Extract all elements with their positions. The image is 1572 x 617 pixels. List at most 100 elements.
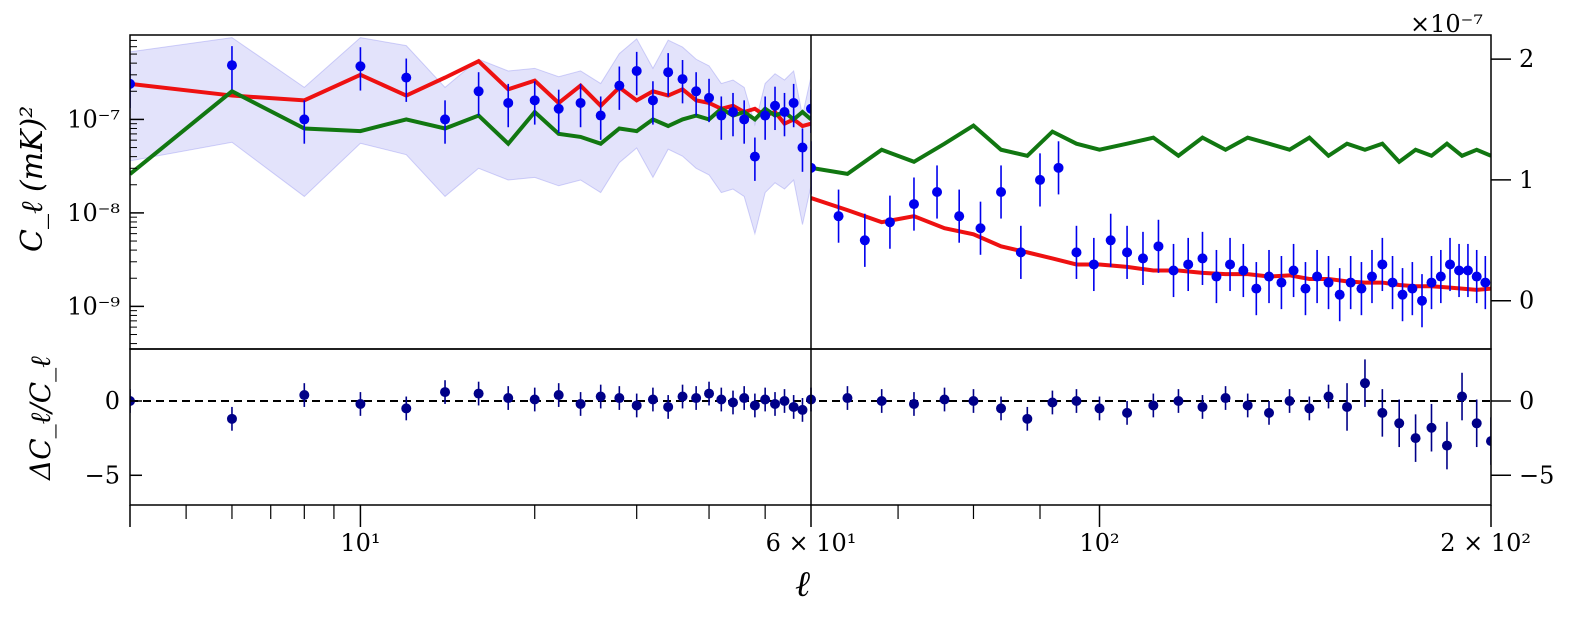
residual-point	[728, 397, 739, 408]
data-point	[797, 142, 808, 153]
data-point	[908, 199, 919, 210]
residual-point	[631, 400, 642, 411]
residual-point	[1047, 397, 1058, 408]
y-tick-label-right: 1	[1519, 166, 1534, 194]
y-tick-label: 10⁻⁸	[67, 199, 120, 227]
y-tick-label-right: 0	[1519, 287, 1534, 315]
data-point	[1105, 235, 1116, 246]
data-point	[631, 65, 642, 76]
residual-point	[647, 394, 658, 405]
residual-point	[842, 393, 853, 404]
residual-point	[1441, 440, 1452, 451]
data-point	[355, 61, 366, 72]
residual-point	[1457, 391, 1468, 402]
data-point	[749, 151, 760, 162]
data-point	[1445, 259, 1456, 270]
data-point	[595, 110, 606, 121]
residual-point	[226, 413, 237, 424]
data-point	[1300, 283, 1311, 294]
data-point	[1225, 259, 1236, 270]
data-point	[996, 187, 1007, 197]
data-point	[806, 103, 811, 114]
residual-point	[1022, 413, 1033, 424]
data-point	[704, 92, 715, 103]
residual-point	[1148, 400, 1159, 411]
series-line-red	[811, 196, 1491, 292]
data-point	[1122, 247, 1133, 258]
data-point	[575, 97, 586, 108]
residual-point	[1486, 436, 1491, 447]
residual-point	[968, 396, 979, 406]
residual-point	[1471, 418, 1482, 429]
residual-point	[788, 401, 799, 412]
x-tick-label: 6 × 10¹	[766, 529, 857, 557]
data-point	[1197, 253, 1208, 264]
residual-point	[797, 404, 808, 415]
data-point	[728, 107, 739, 118]
data-point	[1015, 247, 1026, 258]
data-point	[529, 95, 540, 106]
y-tick-label-bottom-left: 0	[105, 387, 120, 415]
data-point	[884, 217, 895, 228]
data-point	[1088, 259, 1099, 270]
data-point	[1238, 265, 1249, 276]
data-point	[1288, 265, 1299, 276]
residual-point	[553, 390, 564, 401]
data-point	[975, 223, 986, 234]
data-point	[1366, 271, 1377, 282]
y-axis-label-bottom: ΔC_ℓ/C_ℓ	[24, 356, 57, 481]
residual-point	[575, 398, 586, 409]
data-point	[1407, 283, 1418, 294]
residual-point	[595, 391, 606, 402]
residual-point	[876, 396, 887, 406]
data-point	[833, 211, 844, 222]
y-tick-label: 10⁻⁹	[67, 292, 120, 320]
residual-point	[908, 398, 919, 409]
data-point	[1153, 241, 1164, 252]
data-point	[811, 162, 816, 173]
data-point	[770, 100, 781, 111]
axis-labels: ×10⁻⁷ C_ℓ (mK)² ΔC_ℓ/C_ℓ ℓ	[15, 10, 1483, 605]
data-point	[1471, 271, 1482, 282]
residual-point	[779, 396, 790, 406]
residual-point	[1323, 391, 1334, 402]
data-point	[1356, 283, 1367, 294]
residual-point	[1220, 393, 1231, 404]
residual-point	[440, 387, 451, 398]
residual-point	[614, 393, 625, 404]
top-left-panel	[130, 37, 811, 236]
residual-point	[1304, 403, 1315, 414]
y-tick-label: 10⁻⁷	[67, 105, 120, 133]
data-point	[1053, 162, 1064, 173]
data-point	[614, 80, 625, 91]
data-point	[663, 67, 674, 78]
x-tick-label: 2 × 10²	[1440, 529, 1531, 557]
data-point	[226, 60, 237, 71]
data-point	[779, 107, 790, 118]
residual-point	[749, 400, 760, 411]
data-point	[1323, 277, 1334, 288]
data-point	[1264, 271, 1275, 282]
data-point	[1426, 277, 1437, 288]
data-point	[1377, 259, 1388, 270]
y-axis-label-top: C_ℓ (mK)²	[15, 106, 50, 252]
data-point	[1137, 253, 1148, 264]
residual-point	[1242, 400, 1253, 411]
data-point	[1480, 277, 1491, 288]
data-point	[1035, 174, 1046, 185]
residual-point	[299, 390, 310, 401]
data-point	[859, 235, 870, 246]
residual-point	[503, 393, 514, 404]
x-tick-label: 10¹	[340, 529, 380, 557]
data-point	[1345, 277, 1356, 288]
residual-point	[1094, 403, 1105, 414]
top-right-panel	[811, 123, 1491, 328]
y-tick-label-bottom-right: −5	[1519, 461, 1554, 489]
data-point	[1462, 265, 1473, 276]
data-point	[1312, 271, 1323, 282]
data-point	[1168, 265, 1179, 276]
residual-point	[355, 398, 366, 409]
residual-point	[1359, 378, 1370, 389]
residual-point	[1071, 396, 1082, 406]
